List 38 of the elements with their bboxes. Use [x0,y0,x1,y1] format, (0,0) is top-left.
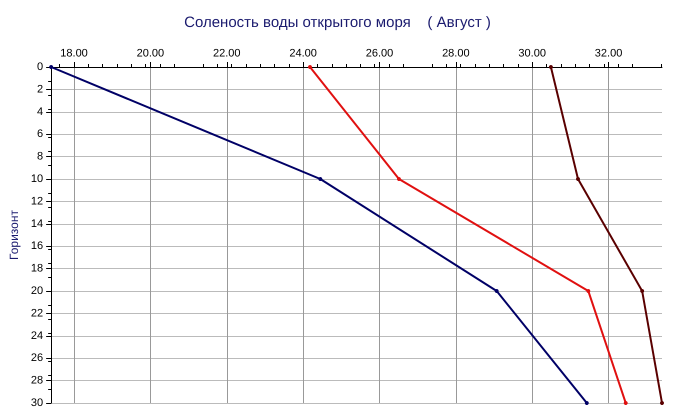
y-tick-label: 28 [30,374,44,387]
point [624,401,628,405]
point [548,65,553,69]
y-tick-label: 22 [30,307,44,320]
point [396,177,401,181]
y-tick-label: 14 [30,218,44,230]
x-tick-label: 22.00 [212,48,241,60]
y-tick-label: 18 [30,262,44,275]
x-tick-label: 24.00 [289,48,317,60]
y-tick-label: 2 [37,83,44,96]
y-tick-label: 20 [30,285,44,297]
y-tick-label: 12 [30,195,44,208]
x-tick-label: 30.00 [518,48,546,60]
y-tick-label: 0 [37,61,44,73]
point [576,177,580,181]
y-tick-label: 6 [37,128,44,140]
point [586,289,590,293]
chart-title: Соленость воды открытого моря ( Август ) [184,14,491,31]
point [318,177,322,181]
point [494,289,499,293]
x-tick-label: 28.00 [442,48,470,60]
y-tick-label: 30 [30,397,44,409]
point [49,65,54,69]
x-tick-label: 26.00 [366,48,394,60]
y-tick-label: 4 [37,106,44,118]
y-tick-label: 16 [30,240,44,252]
x-tick-label: 32.00 [594,48,622,60]
point [308,65,312,69]
point [640,289,644,293]
y-axis-title: Горизонт [7,210,21,260]
x-tick-label: 18.00 [60,48,88,60]
y-tick-label: 24 [30,330,44,342]
y-tick-label: 26 [30,352,44,364]
x-tick-label: 20.00 [136,48,164,60]
point [584,401,589,405]
y-tick-label: 8 [37,150,44,163]
point [660,401,664,405]
y-tick-label: 10 [30,173,44,185]
